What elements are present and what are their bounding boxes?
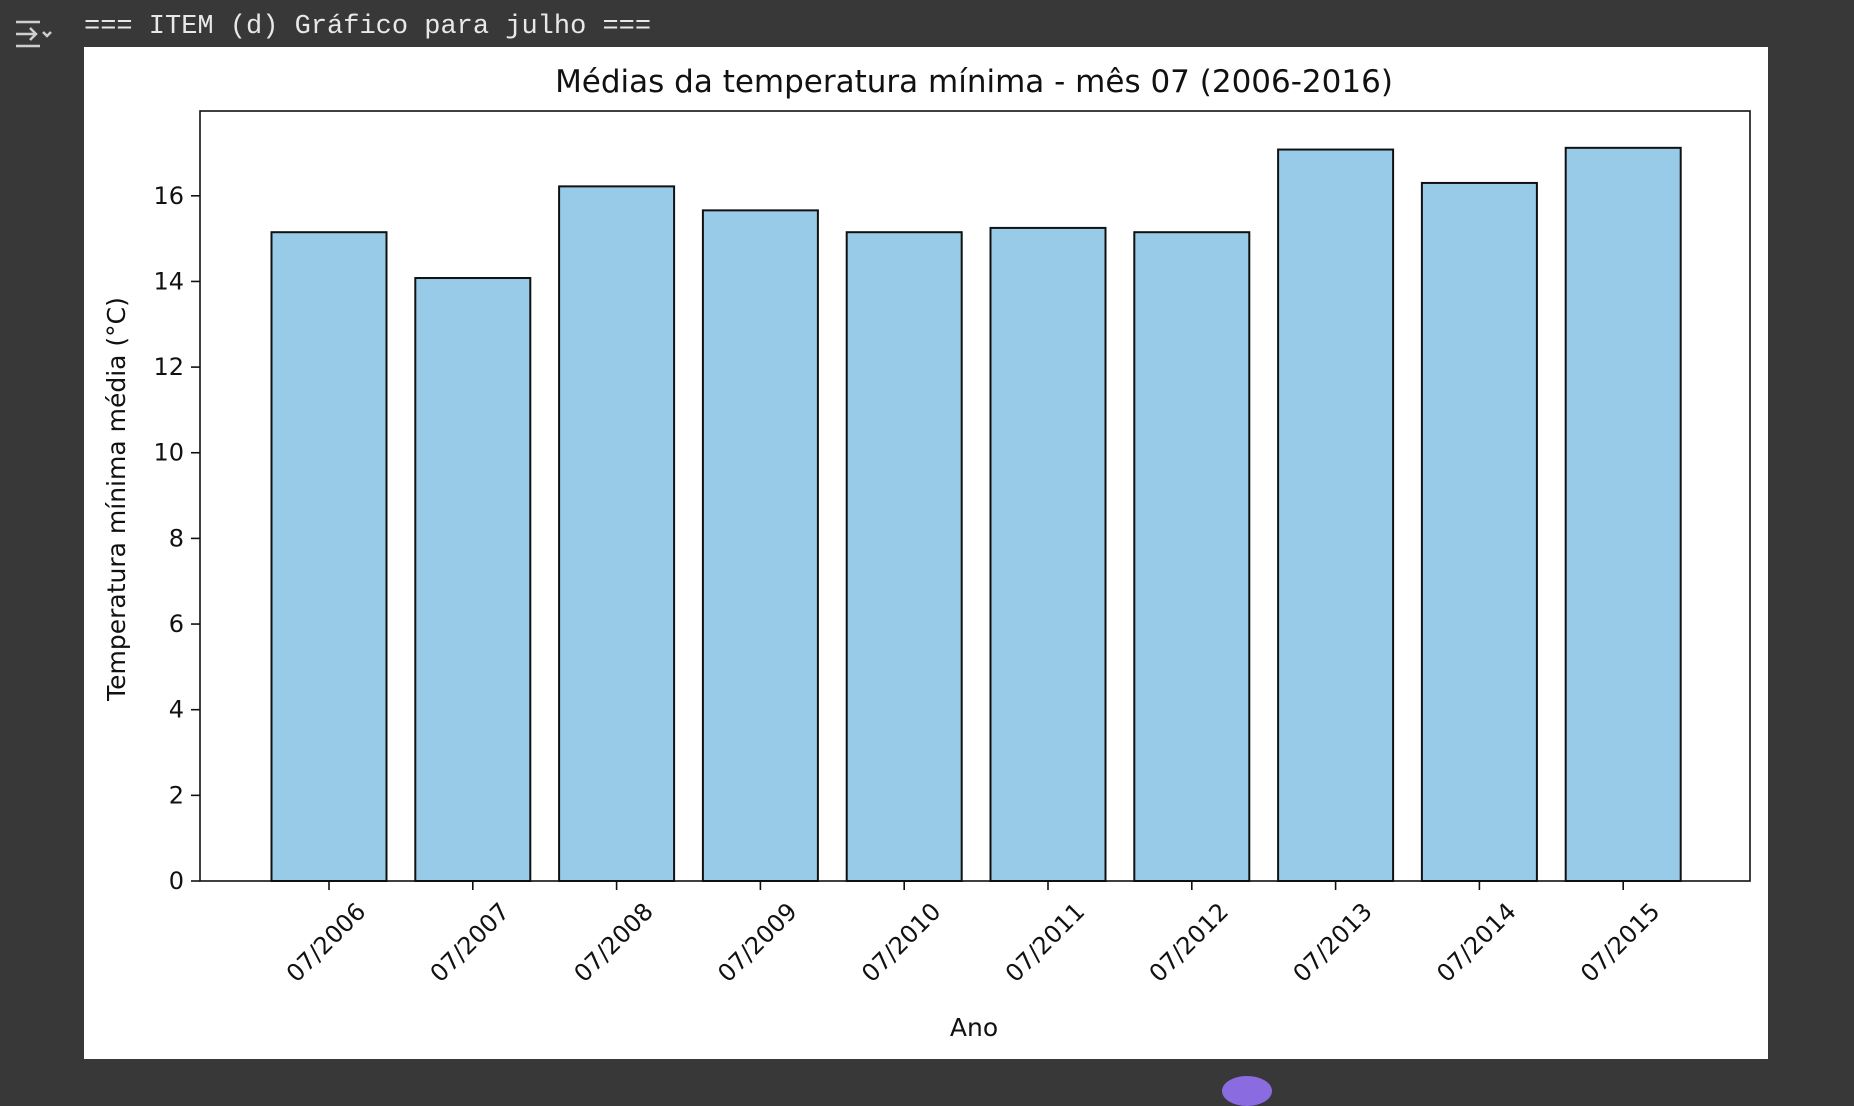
output-collapse-icon[interactable] [14, 18, 54, 52]
x-axis-label: Ano [950, 1013, 998, 1042]
y-tick-label: 0 [169, 867, 184, 895]
x-tick-label: 07/2013 [1288, 897, 1378, 987]
output-header-text: === ITEM (d) Gráfico para julho === [84, 12, 652, 42]
bar-07-2015 [1564, 146, 1682, 882]
x-tick-label: 07/2006 [281, 897, 371, 987]
y-tick-label: 6 [169, 610, 184, 638]
bar-chart: 0 2 4 6 8 10 12 14 16 07/2006 07/2007 07/2008 07/200… [102, 64, 1751, 1042]
bar-07-2011 [989, 226, 1107, 883]
bars-layer [270, 146, 1682, 883]
x-tick-label: 07/2015 [1575, 897, 1665, 987]
bar-07-2010 [845, 231, 963, 882]
bar-07-2014 [1420, 181, 1538, 883]
y-tick-label: 8 [169, 524, 184, 552]
y-tick-label: 2 [169, 781, 184, 809]
x-tick-label: 07/2012 [1144, 897, 1234, 987]
y-tick-label: 16 [153, 182, 184, 210]
x-tick-label: 07/2009 [712, 897, 802, 987]
y-axis-label: Temperatura mínima média (°C) [102, 297, 131, 702]
y-tick-label: 12 [153, 353, 184, 381]
chart-title: Médias da temperatura mínima - mês 07 (2… [555, 64, 1393, 100]
avatar-partial [1222, 1076, 1272, 1106]
x-tick-label: 07/2008 [569, 897, 659, 987]
plot-frame [199, 110, 1751, 882]
y-tick-label: 14 [153, 267, 184, 295]
bar-07-2009 [701, 209, 819, 882]
bar-07-2013 [1277, 148, 1395, 882]
bar-07-2008 [558, 185, 676, 883]
y-tick-label: 4 [169, 696, 184, 724]
bar-07-2012 [1133, 231, 1251, 882]
bar-07-2006 [270, 231, 388, 882]
x-tick-label: 07/2014 [1431, 897, 1521, 987]
y-tick-label: 10 [153, 439, 184, 467]
x-tick-label: 07/2007 [425, 897, 515, 987]
x-tick-label: 07/2011 [1000, 897, 1090, 987]
bar-07-2007 [414, 277, 532, 882]
chart-figure: 0 2 4 6 8 10 12 14 16 07/2006 07/2007 07/2008 07/200… [84, 47, 1768, 1059]
x-tick-label: 07/2010 [856, 897, 946, 987]
